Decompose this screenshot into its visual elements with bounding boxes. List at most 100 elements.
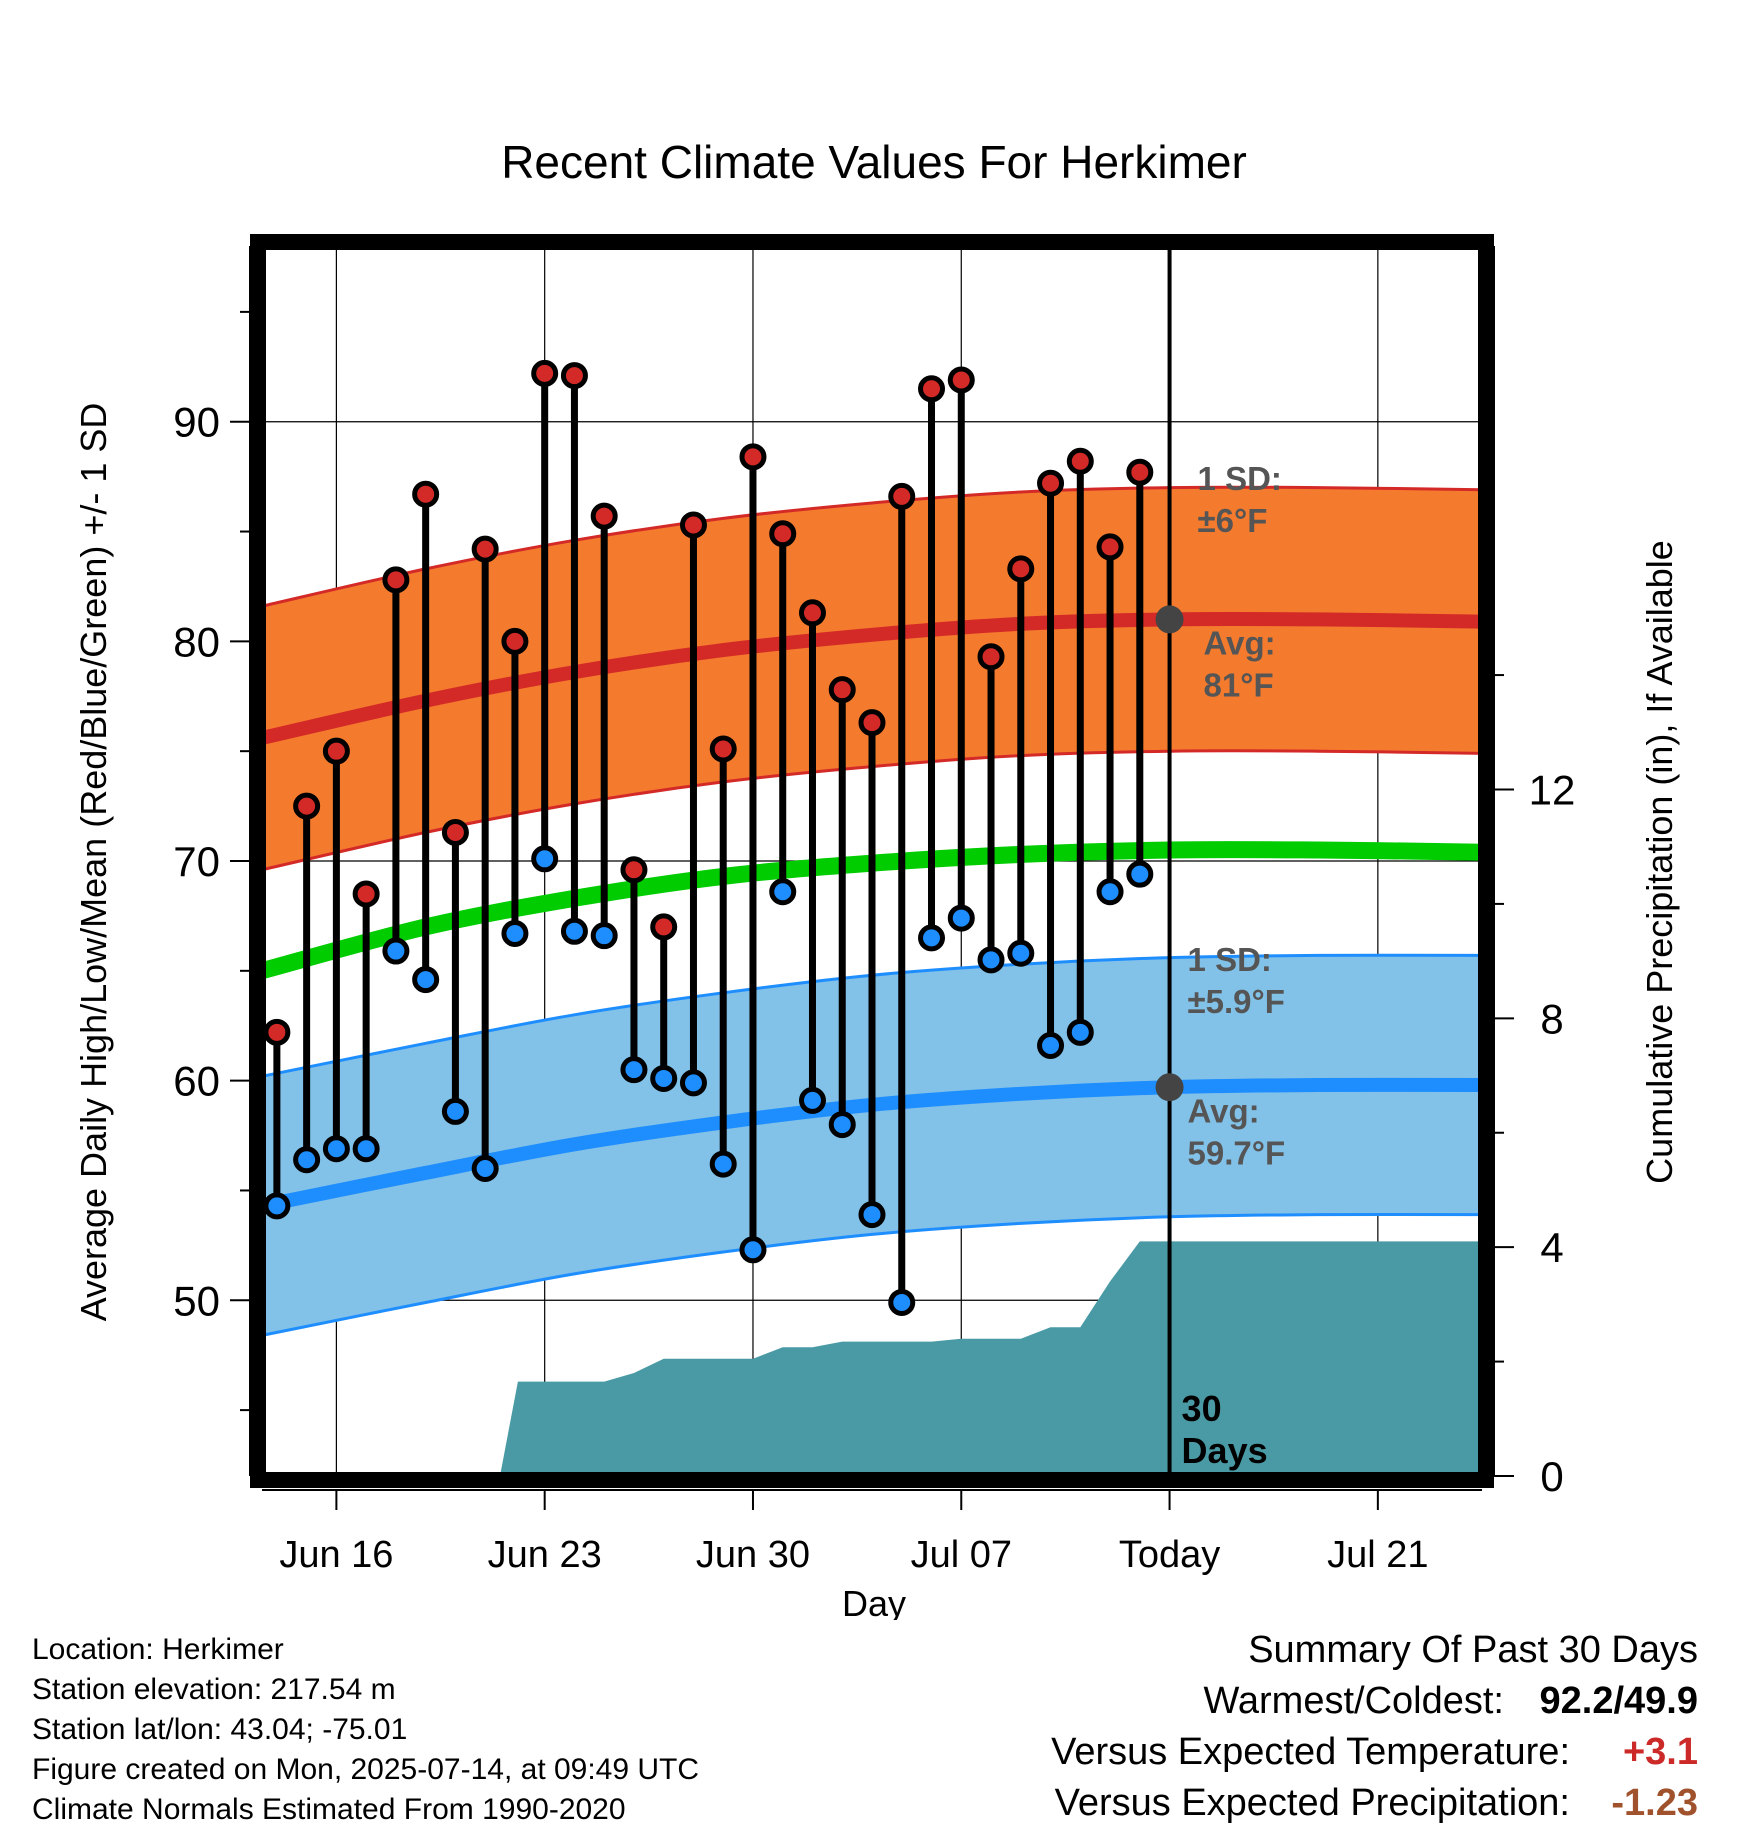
frame-layer: [250, 234, 1494, 1488]
precipitation-layer: [500, 1241, 1482, 1476]
station-info: Location: Herkimer Station elevation: 21…: [32, 1630, 699, 1830]
created-text: Figure created on Mon, 2025-07-14, at 09…: [32, 1753, 700, 1786]
x-tick-label: Jun 23: [488, 1534, 602, 1576]
precipitation-area: [500, 1241, 1482, 1476]
low-point: [263, 1192, 291, 1220]
low-point: [471, 1155, 499, 1182]
low-point: [412, 966, 440, 994]
low-point: [947, 904, 975, 932]
y2-tick-label: 12: [1529, 766, 1576, 813]
x-axis-label: Day: [842, 1583, 906, 1620]
y-tick-label: 90: [173, 399, 220, 446]
high-sd-upper-edge: [261, 485, 1483, 608]
y-axis-label: Average Daily High/Low/Mean (Red/Blue/Gr…: [73, 403, 114, 1322]
low-point: [1126, 860, 1154, 888]
low-point: [918, 924, 946, 952]
high-point: [382, 566, 410, 594]
location-text: Location: Herkimer: [32, 1633, 284, 1666]
low-point: [1007, 939, 1035, 967]
high-point: [322, 737, 350, 765]
x-tick-label: Jul 07: [911, 1534, 1012, 1576]
low-point: [322, 1135, 350, 1163]
days-annotation: 30 Days: [1182, 1388, 1268, 1471]
high-point: [531, 359, 559, 387]
high-point: [679, 511, 707, 539]
high-point: [769, 520, 797, 548]
high-point: [1037, 469, 1065, 497]
y2-tick-label: 8: [1540, 995, 1563, 1042]
high-point: [471, 535, 499, 563]
summary-heading: Summary Of Past 30 Days: [1248, 1629, 1698, 1671]
x-tick-label: Jul 21: [1327, 1534, 1428, 1576]
high-point: [918, 375, 946, 403]
high-point: [263, 1018, 291, 1046]
high-point: [501, 627, 529, 655]
high-sd-band: [262, 487, 1482, 870]
high-point: [1126, 458, 1154, 486]
low-point: [441, 1097, 469, 1125]
y2-tick-label: 0: [1540, 1453, 1563, 1500]
low-point: [709, 1150, 737, 1178]
low-sd-lower-edge: [261, 1212, 1483, 1337]
high-point: [1066, 447, 1094, 475]
low-point: [798, 1086, 826, 1114]
high-point: [650, 913, 678, 941]
latlon-text: Station lat/lon: 43.04; -75.01: [32, 1713, 408, 1746]
high-point: [590, 502, 618, 530]
x-tick-label: Jun 30: [696, 1534, 810, 1576]
high-point: [709, 735, 737, 763]
high-point: [560, 362, 588, 390]
low-point: [1066, 1018, 1094, 1046]
y-tick-label: 50: [173, 1277, 220, 1324]
summary-panel: Summary Of Past 30 Days Warmest/Coldest:…: [1051, 1625, 1698, 1829]
low-avg-annotation: Avg: 59.7°F: [1188, 1092, 1286, 1171]
observations-layer: [263, 246, 1184, 1476]
precip-label: Versus Expected Precipitation:: [1054, 1782, 1570, 1824]
low-point: [590, 922, 618, 950]
high-point: [888, 482, 916, 510]
precip-value: -1.23: [1611, 1782, 1698, 1824]
high-point: [739, 443, 767, 471]
today-normal-low-marker: [1155, 1073, 1184, 1102]
summary-temp-row: Versus Expected Temperature: +3.1: [1051, 1727, 1698, 1778]
low-point: [501, 919, 529, 947]
y-tick-label: 70: [173, 838, 220, 885]
axes-layer: 50 60 70 80 90 0 4 8 12 Jun 16 Jun 23 Jun 30 Jul 07 T…: [173, 246, 1575, 1576]
low-point: [620, 1056, 648, 1084]
y-tick-label: 80: [173, 618, 220, 665]
y2-axis-label: Cumulative Precipitation (in), If Availa…: [1639, 540, 1680, 1184]
normal-high-line: [260, 611, 1483, 745]
low-point: [739, 1236, 767, 1264]
low-point: [888, 1288, 916, 1316]
high-point: [858, 709, 886, 737]
low-point: [977, 946, 1005, 974]
summary-warmest-row: Warmest/Coldest: 92.2/49.9: [1051, 1676, 1698, 1727]
high-avg-annotation: Avg: 81°F: [1204, 625, 1276, 704]
climate-chart: Recent Climate Values For Herkimer 1 SD:…: [73, 136, 1680, 1620]
high-point: [352, 880, 380, 908]
low-point: [858, 1201, 886, 1229]
x-tick-label: Today: [1119, 1534, 1220, 1576]
low-point: [828, 1111, 856, 1139]
high-point: [1007, 555, 1035, 583]
y2-tick-label: 4: [1540, 1224, 1563, 1271]
high-sd-annotation: 1 SD: ±6°F: [1198, 460, 1282, 539]
x-tick-label: Jun 16: [279, 1534, 393, 1576]
annotations-layer: 1 SD: ±6°F Avg: 81°F 1 SD: ±5.9°F Avg: 59.7°F 30…: [1182, 460, 1286, 1471]
high-point: [947, 366, 975, 394]
low-point: [1096, 878, 1124, 906]
warmest-label: Warmest/Coldest:: [1203, 1680, 1504, 1722]
y-tick-label: 60: [173, 1058, 220, 1105]
today-normal-high-marker: [1155, 605, 1184, 634]
temp-value: +3.1: [1622, 1731, 1698, 1773]
elevation-text: Station elevation: 217.54 m: [32, 1673, 396, 1706]
low-point: [382, 937, 410, 965]
plot-frame: [250, 234, 1494, 1488]
normals-text: Climate Normals Estimated From 1990-2020: [32, 1793, 626, 1826]
high-point: [828, 676, 856, 704]
low-point: [352, 1135, 380, 1163]
low-point: [1037, 1032, 1065, 1059]
low-point: [293, 1146, 321, 1174]
summary-precip-row: Versus Expected Precipitation: -1.23: [1051, 1778, 1698, 1829]
low-point: [679, 1069, 707, 1097]
